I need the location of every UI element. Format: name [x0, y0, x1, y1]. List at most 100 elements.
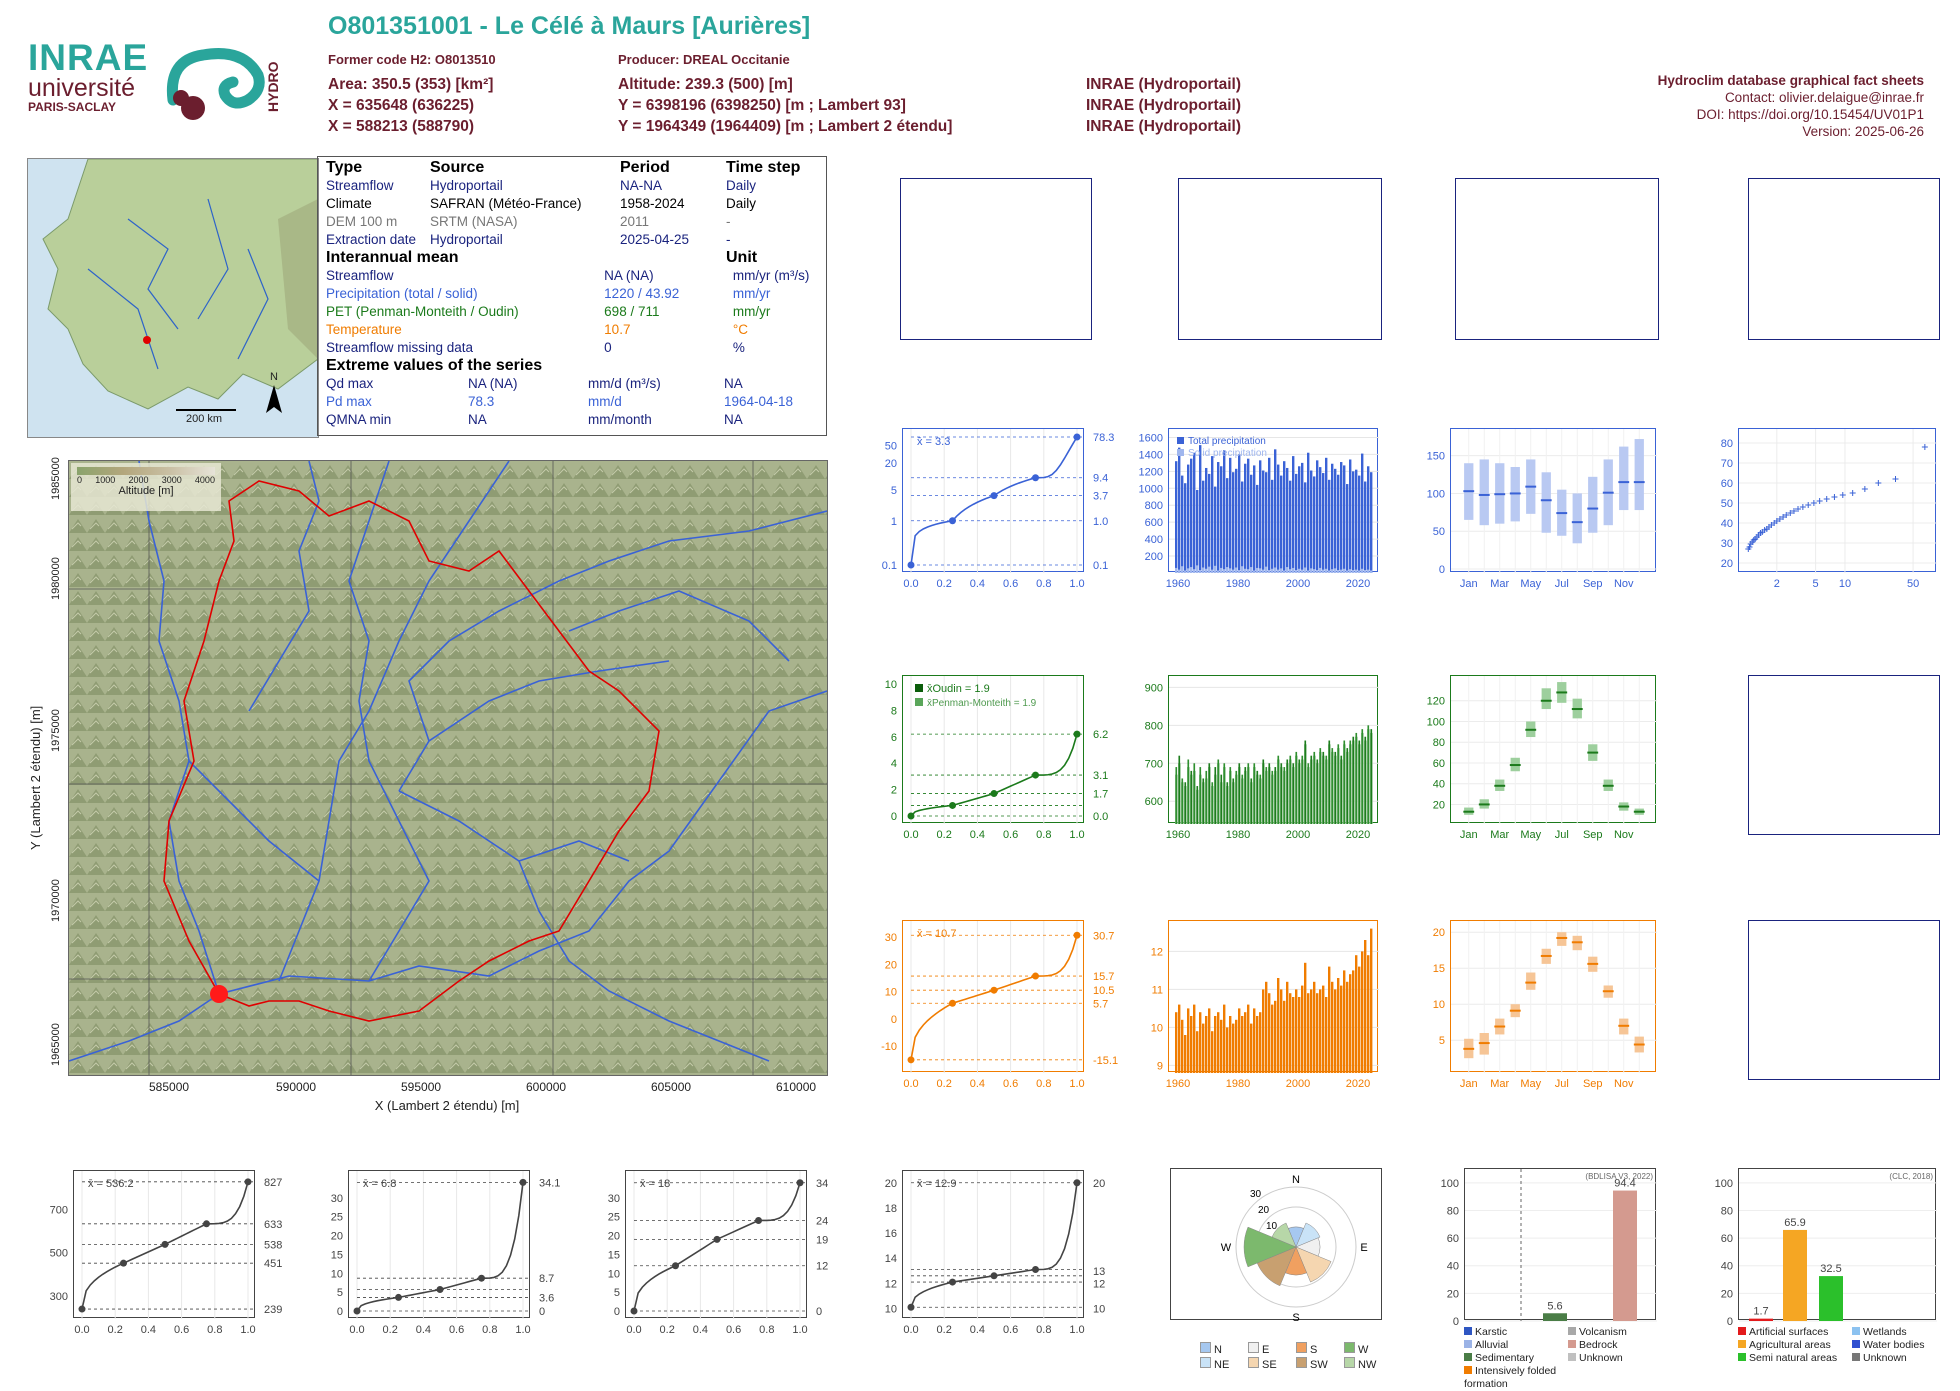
- y-tick-label: 0: [891, 1014, 897, 1026]
- pd-max-point: [1816, 498, 1823, 504]
- x-lambert93: X = 635648 (636225): [328, 97, 475, 114]
- bar-value: [1256, 484, 1259, 573]
- info-head-row: Type Source Period Time step: [326, 159, 818, 177]
- info-cell: 78.3: [468, 394, 495, 409]
- bar-oudin: [1205, 770, 1208, 824]
- x-tick-label: Sep: [1583, 829, 1603, 841]
- bar-solid: [1367, 569, 1370, 573]
- pd-max-point: [1773, 518, 1780, 524]
- bar-value: [1187, 1008, 1190, 1073]
- credits-doi[interactable]: DOI: https://doi.org/10.15454/UV01P1: [1696, 107, 1924, 122]
- x-tick-label: Sep: [1583, 578, 1603, 590]
- bar-value: [1295, 473, 1298, 573]
- credits-contact[interactable]: Contact: olivier.delaigue@inrae.fr: [1724, 90, 1924, 105]
- bar-oudin: [1274, 767, 1277, 824]
- bar-solid: [1196, 565, 1199, 573]
- bar-oudin: [1310, 755, 1313, 824]
- info-cell: Unit: [726, 249, 758, 266]
- basin-x-tick: 600000: [526, 1080, 567, 1094]
- altitude-legend-title: Altitude [m]: [118, 485, 174, 497]
- info-cell: 2025-04-25: [620, 232, 690, 247]
- y-tick-label: 50: [1721, 498, 1733, 510]
- basin-x-tick: 605000: [651, 1080, 692, 1094]
- bar-solid: [1178, 569, 1181, 573]
- bar-value: [1229, 1016, 1232, 1073]
- y-tick-label: 100: [1427, 488, 1445, 500]
- y-tick-label: 5: [337, 1287, 343, 1299]
- bar-value: [1208, 473, 1211, 573]
- quantile-point: [1073, 931, 1081, 939]
- y-tick-label: 0: [1727, 1316, 1733, 1328]
- hydro-wave-icon: [166, 48, 265, 120]
- bar-value: [1337, 474, 1340, 573]
- quantile-point: [519, 1178, 527, 1186]
- y-tick-label: 20: [331, 1231, 343, 1243]
- y-tick-label: 50: [1433, 526, 1445, 538]
- bar-value: [1280, 475, 1283, 573]
- bar-value: [1343, 970, 1346, 1073]
- quantile-point: [1032, 972, 1039, 980]
- y-tick-label: 5: [614, 1287, 620, 1299]
- legend-oudin: x̄Oudin = 1.9: [927, 683, 990, 695]
- basin-x-ticks: 585000 590000 595000 600000 605000 610000: [68, 1080, 826, 1096]
- bar-value: [1280, 989, 1283, 1073]
- quantile-point: [949, 801, 956, 809]
- bar-value-label: 65.9: [1784, 1217, 1805, 1229]
- legend-item: Volcanism: [1568, 1326, 1668, 1339]
- quantile-point: [1073, 1179, 1081, 1187]
- y-tick-label: 20: [1447, 1288, 1459, 1300]
- bar-oudin: [1367, 725, 1370, 824]
- y-tick-label: 20: [885, 1178, 897, 1190]
- x-tick-label: 0.6: [174, 1324, 189, 1336]
- bar-solid: [1286, 567, 1289, 573]
- bar-solid: [1277, 569, 1280, 573]
- bar-value: [1286, 981, 1289, 1073]
- regime-box: [1479, 459, 1489, 526]
- right-tick-label: 10.5: [1093, 985, 1114, 997]
- source-label: (BDLISA V3, 2022): [1585, 1172, 1653, 1181]
- aspect-compass-label: S: [1292, 1312, 1299, 1324]
- right-tick-label: 1.0: [1093, 516, 1108, 528]
- x-tick-label: 0.8: [1036, 1078, 1051, 1090]
- bar-solid: [1283, 570, 1286, 573]
- y-tick-label: 20: [885, 458, 897, 470]
- bar-solid: [1202, 567, 1205, 573]
- bar-oudin: [1250, 778, 1253, 824]
- bar-value: [1241, 1016, 1244, 1073]
- bar-value: [1238, 454, 1241, 573]
- bar-value: [1367, 466, 1370, 573]
- x-tick-label: 1.0: [1069, 1078, 1084, 1090]
- x-tick-label: Jan: [1460, 578, 1478, 590]
- bar-solid: [1310, 568, 1313, 573]
- x-tick-label: 10: [1839, 578, 1851, 590]
- north-label: N: [270, 371, 278, 383]
- bar-oudin: [1325, 755, 1328, 824]
- regime-box: [1572, 493, 1582, 544]
- bar-solid: [1238, 570, 1241, 573]
- bar-value: [1307, 993, 1310, 1073]
- bar-solid: [1187, 568, 1190, 573]
- x-tick-label: 0.8: [1036, 1324, 1051, 1336]
- x-tick-label: May: [1520, 578, 1541, 590]
- bar-solid: [1229, 568, 1232, 573]
- x-lambert2: X = 588213 (588790): [328, 118, 475, 135]
- x-tick-label: Mar: [1490, 829, 1509, 841]
- bar-value: [1277, 464, 1280, 573]
- bar-solid: [1175, 567, 1178, 573]
- qd_max-plot-area: [1748, 178, 1940, 340]
- pd-max-panel: 20 30 40 50 60 70 80 2 5 10 50: [1721, 428, 1937, 590]
- bar-oudin: [1214, 767, 1217, 824]
- bar-oudin: [1352, 736, 1355, 824]
- bar-solid: [1262, 569, 1265, 573]
- bar-value: [1355, 469, 1358, 573]
- bar-value: [1325, 457, 1328, 573]
- y-tick-label: 40: [1433, 779, 1445, 791]
- quantile-point: [630, 1307, 638, 1315]
- bar-value: [1331, 463, 1334, 573]
- bar-solid: [1334, 568, 1337, 573]
- bar-solid: [1205, 568, 1208, 573]
- y-tick-label: 18: [885, 1203, 897, 1215]
- bar-value: [1199, 445, 1202, 573]
- legend-item: Intensively folded formation: [1464, 1365, 1557, 1390]
- bar-value: [1328, 966, 1331, 1073]
